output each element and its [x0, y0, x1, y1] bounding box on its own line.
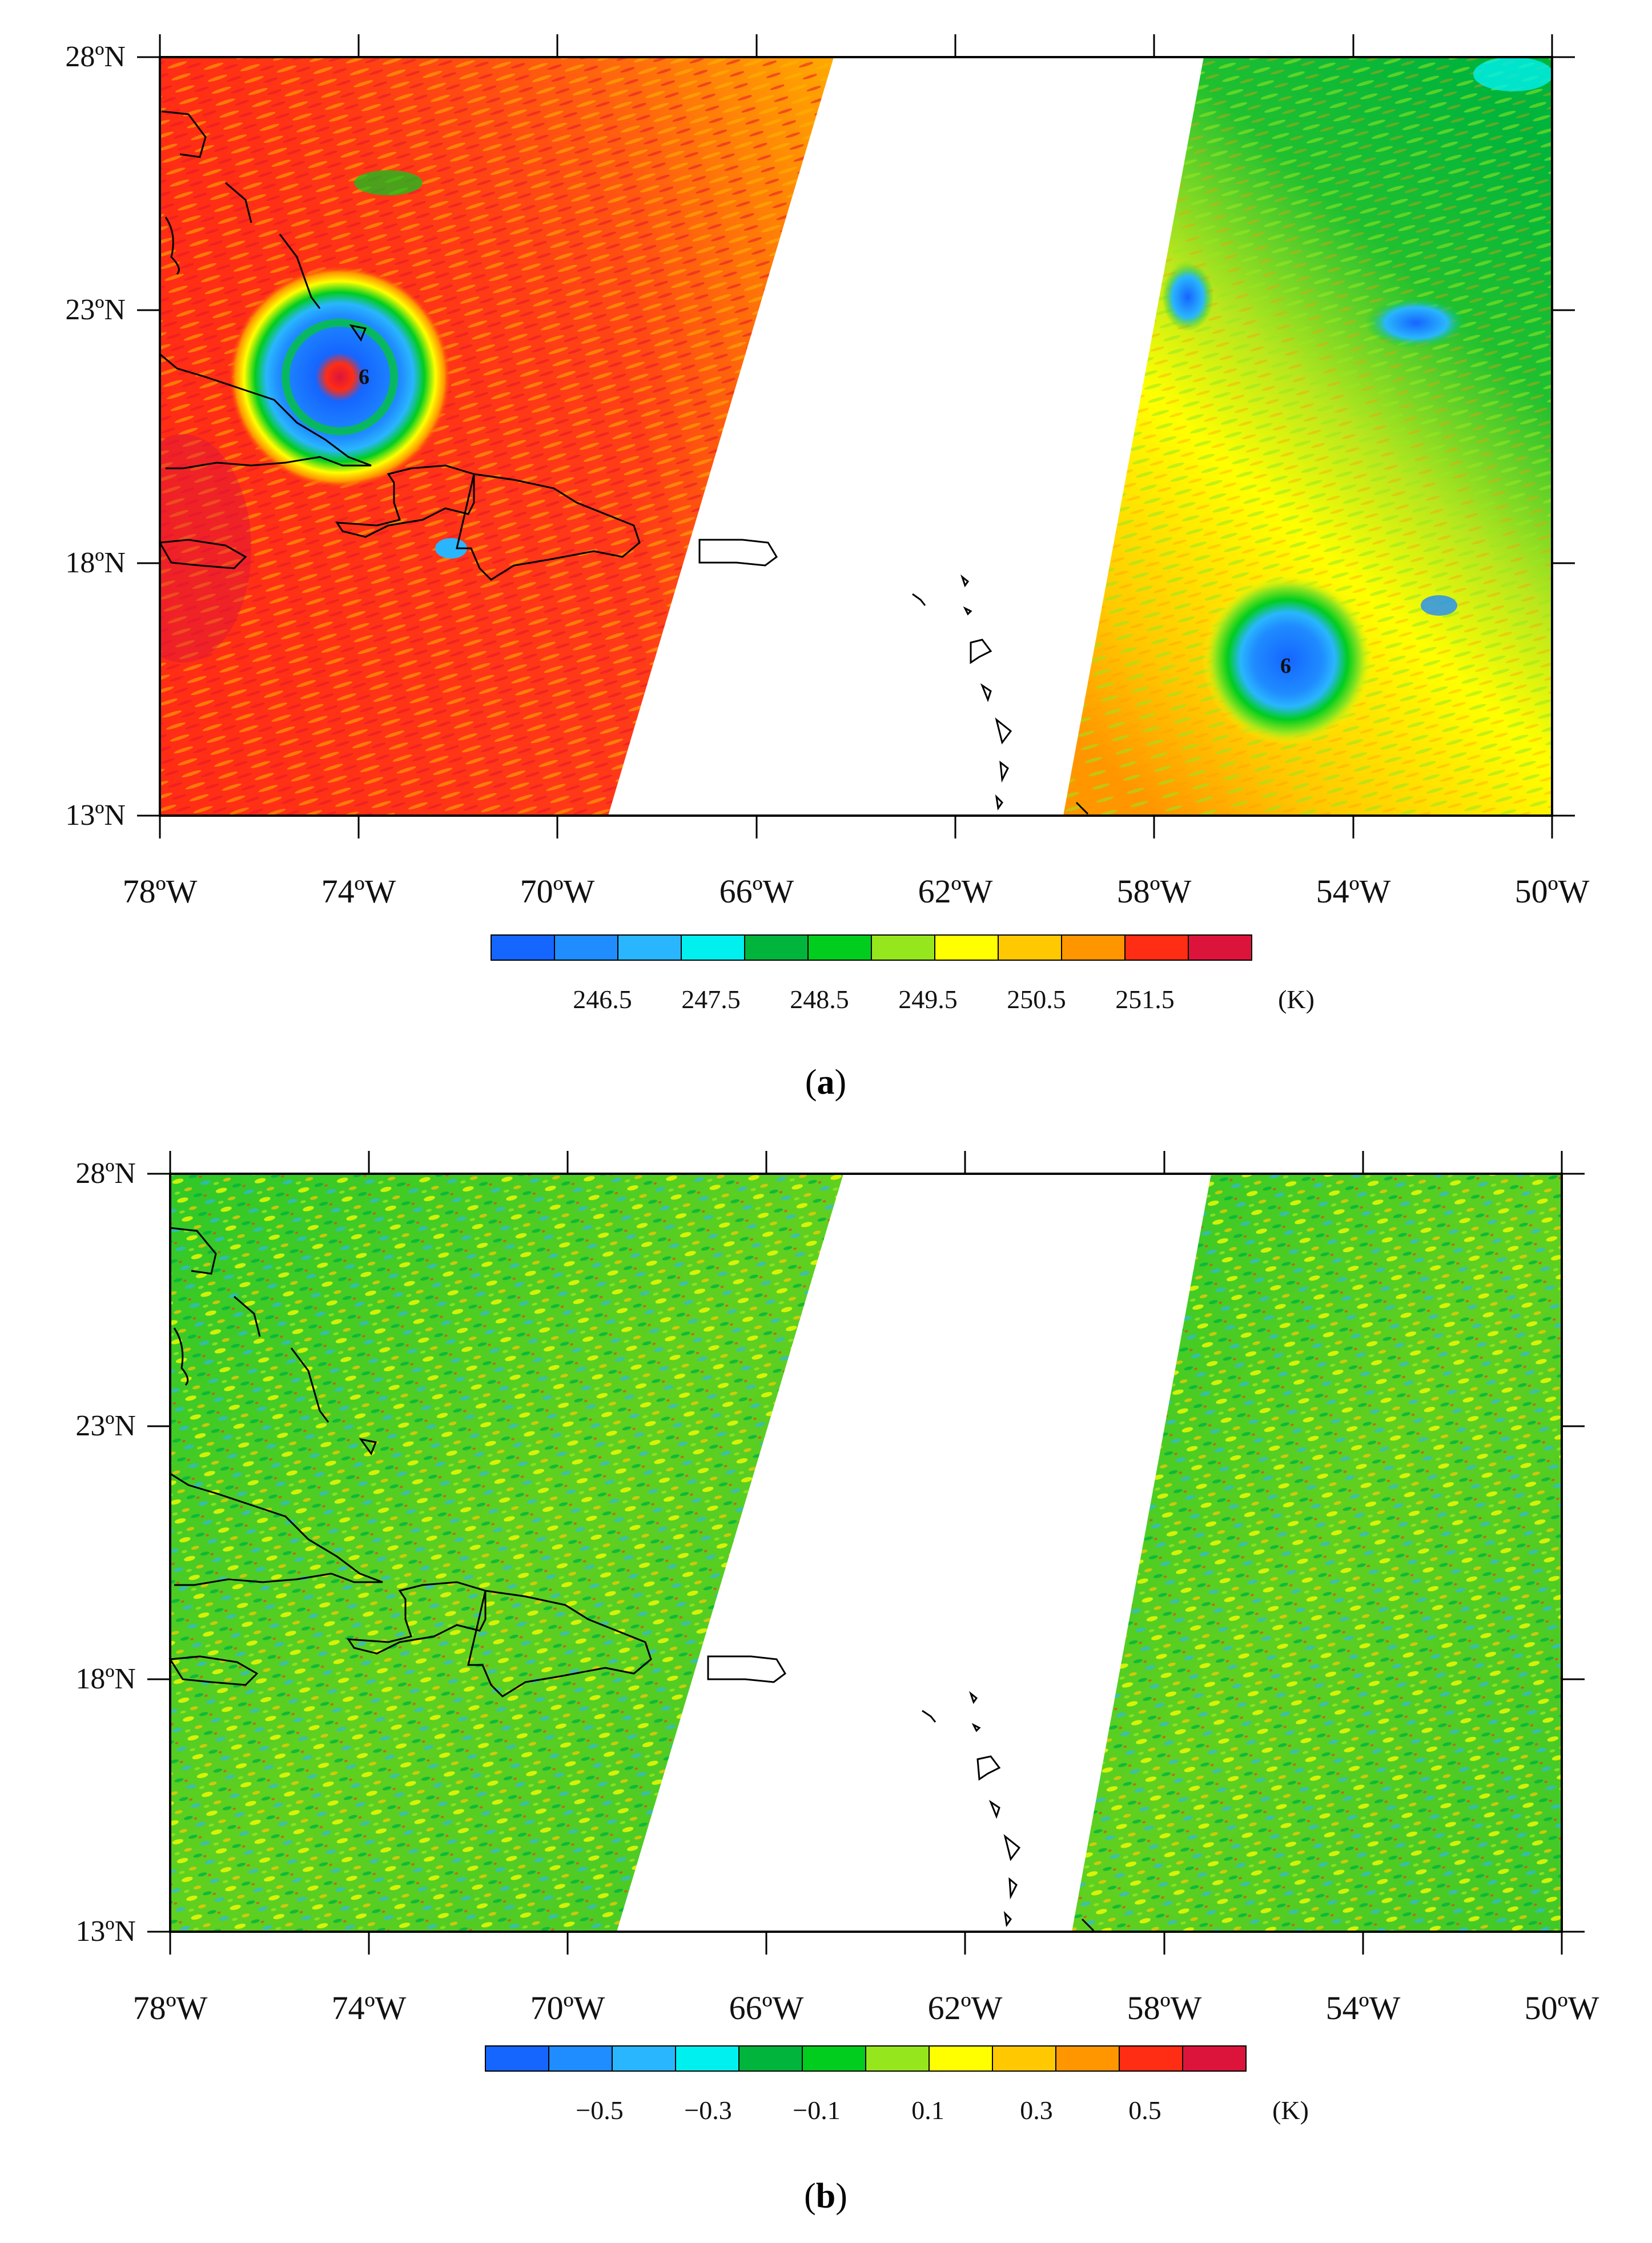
panel-a-caption-letter: a [817, 1063, 835, 1102]
colorbar-swatch [998, 934, 1062, 961]
panel-a-west-swath [160, 57, 834, 816]
colorbar-swatch [1119, 2045, 1183, 2072]
lat-label-23n: 23ºN [65, 294, 126, 326]
panel-b-caption-letter: b [816, 2177, 835, 2216]
colorbar-b-unit: (K) [1272, 2096, 1309, 2125]
lat-label-13n: 13ºN [75, 1915, 136, 1948]
lat-label-18n: 18ºN [65, 547, 126, 579]
hurricane-east [1202, 574, 1373, 745]
colorbar-swatch [738, 2045, 803, 2072]
panel-a: 6 6 28ºN 23ºN 18ºN 13ºN 78ºW 74ºW 70ºW 6… [65, 34, 1590, 1102]
lat-label-13n: 13ºN [65, 799, 126, 832]
colorbar-swatch [992, 2045, 1056, 2072]
colorbar-swatch [617, 934, 682, 961]
colorbar-swatch [1182, 2045, 1247, 2072]
lon-label-66w: 66ºW [720, 873, 794, 910]
colorbar-a-label-2: 247.5 [681, 985, 741, 1014]
panel-b-frame [169, 1173, 1563, 1933]
lat-label-28n: 28ºN [65, 41, 126, 73]
panel-a-east-swath [1063, 57, 1552, 816]
colorbar-swatch [1124, 934, 1189, 961]
colorbar-a-label-5: 250.5 [1007, 985, 1066, 1014]
colorbar-swatch [485, 2045, 549, 2072]
panel-b-caption: (b) [804, 2177, 847, 2216]
lon-label-54w: 54ºW [1316, 873, 1391, 910]
colorbar-swatch [1061, 934, 1126, 961]
lon-label-74w: 74ºW [321, 873, 396, 910]
colorbar-a-label-6: 251.5 [1115, 985, 1175, 1014]
lat-label-18n: 18ºN [75, 1663, 136, 1695]
lat-label-28n: 28ºN [75, 1157, 136, 1190]
lon-label-70w: 70ºW [530, 1989, 605, 2027]
colorbar-swatch [681, 934, 745, 961]
panel-b: 28ºN 23ºN 18ºN 13ºN 78ºW 74ºW 70ºW 66ºW … [75, 1151, 1599, 2216]
colorbar-swatch [554, 934, 618, 961]
colorbar-swatch [548, 2045, 613, 2072]
lon-label-78w: 78ºW [123, 873, 198, 910]
panel-b-coastlines [168, 1227, 1095, 1932]
colorbar-swatch [865, 2045, 930, 2072]
lon-label-54w: 54ºW [1326, 1989, 1401, 2027]
panel-b-west-swath [170, 1174, 843, 1932]
panel-a-coastlines [158, 110, 1089, 815]
colorbar-b-label-1: −0.5 [576, 2096, 623, 2125]
lon-label-62w: 62ºW [918, 873, 993, 910]
colorbar-a-unit: (K) [1278, 985, 1315, 1014]
lon-label-50w: 50ºW [1525, 1989, 1599, 2027]
colorbar-swatch [871, 934, 935, 961]
lon-label-62w: 62ºW [928, 1989, 1003, 2027]
lon-label-58w: 58ºW [1117, 873, 1192, 910]
lat-label-23n: 23ºN [75, 1410, 136, 1442]
colorbar-a-label-3: 248.5 [790, 985, 849, 1014]
colorbar-b [485, 2045, 1247, 2072]
colorbar-a-label-1: 246.5 [573, 985, 632, 1014]
colorbar-swatch [675, 2045, 739, 2072]
panel-a-caption: (a) [805, 1063, 846, 1102]
panel-b-east-swath [1072, 1174, 1562, 1932]
panel-b-ticks [147, 1151, 1585, 1955]
lon-label-66w: 66ºW [729, 1989, 804, 2027]
colorbar-b-label-6: 0.5 [1128, 2096, 1161, 2125]
colorbar-a [491, 934, 1252, 961]
colorbar-swatch [802, 2045, 866, 2072]
lon-label-58w: 58ºW [1127, 1989, 1202, 2027]
storm-symbol-east: 6 [1280, 654, 1291, 678]
lon-label-74w: 74ºW [332, 1989, 407, 2027]
lon-label-70w: 70ºW [520, 873, 595, 910]
colorbar-swatch [1188, 934, 1252, 961]
colorbar-swatch [807, 934, 872, 961]
colorbar-b-label-2: −0.3 [684, 2096, 731, 2125]
colorbar-a-label-4: 249.5 [898, 985, 958, 1014]
colorbar-swatch [929, 2045, 993, 2072]
panel-a-frame [159, 56, 1553, 817]
colorbar-swatch [934, 934, 999, 961]
colorbar-swatch [491, 934, 555, 961]
colorbar-b-label-4: 0.1 [911, 2096, 944, 2125]
colorbar-b-label-5: 0.3 [1020, 2096, 1053, 2125]
lon-label-78w: 78ºW [133, 1989, 208, 2027]
hurricane-west [228, 266, 451, 488]
lon-label-50w: 50ºW [1515, 873, 1590, 910]
colorbar-b-label-3: −0.1 [793, 2096, 840, 2125]
storm-symbol-west: 6 [359, 365, 369, 389]
colorbar-swatch [744, 934, 809, 961]
colorbar-swatch [612, 2045, 676, 2072]
colorbar-swatch [1055, 2045, 1120, 2072]
panel-a-ticks [137, 34, 1575, 838]
